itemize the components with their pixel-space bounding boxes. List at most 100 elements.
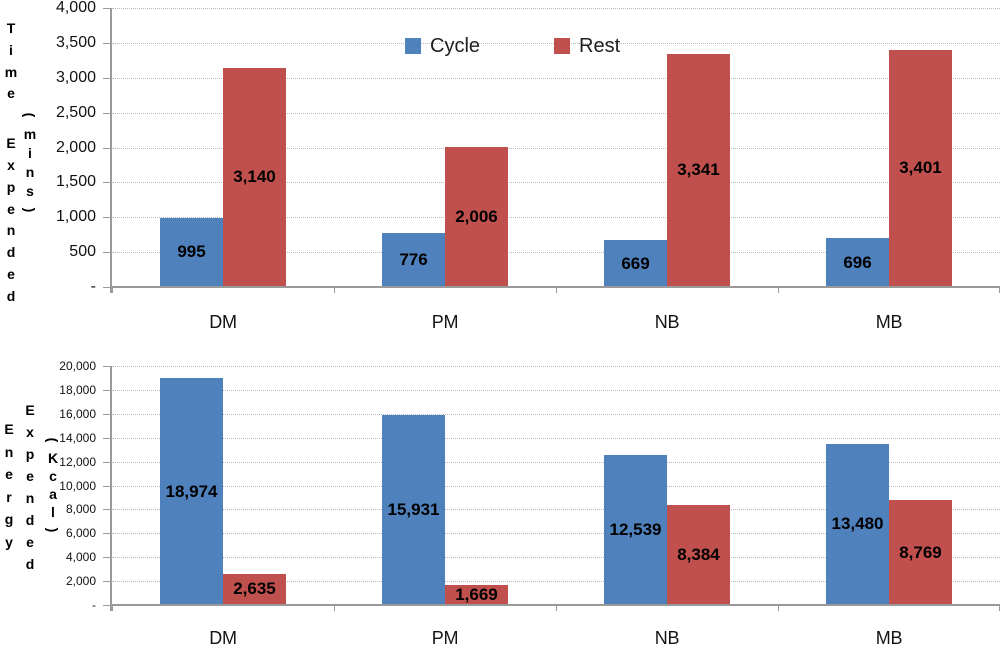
x-axis-tick <box>112 288 113 293</box>
y-axis-title-letter: n <box>25 164 35 180</box>
y-axis-tick-label: 14,000 <box>59 430 96 445</box>
gridline <box>112 533 1000 535</box>
legend-swatch-rest <box>554 38 571 54</box>
bar-rest-PM <box>445 585 508 605</box>
y-axis-title-letter: x <box>26 424 34 440</box>
y-axis-title-letter: n <box>4 443 14 460</box>
y-axis-title-letter: n <box>25 490 35 506</box>
y-axis-line <box>110 366 112 611</box>
y-axis-title-letter: i <box>9 41 13 58</box>
y-axis-tick-label: 4,000 <box>55 0 96 16</box>
y-axis-tick <box>103 147 112 149</box>
bar-rest-NB <box>667 504 730 605</box>
legend-item-rest: Rest <box>554 35 620 58</box>
y-axis-tick-label: - <box>90 278 96 295</box>
y-axis-title-letter: d <box>25 556 35 572</box>
y-axis-tick-label: 6,000 <box>65 526 96 541</box>
y-axis-title-letter: T <box>6 20 16 36</box>
y-axis-tick-label: 4,000 <box>65 550 96 565</box>
gridline <box>112 252 1000 254</box>
x-axis-line <box>112 604 1000 606</box>
legend-swatch-cycle <box>405 38 421 54</box>
bar-value-label: 1,669 <box>455 585 498 605</box>
y-axis-tick <box>103 389 112 391</box>
y-axis-title-letter: d <box>6 244 16 261</box>
y-axis-title-letter: e <box>5 466 13 482</box>
category-label-DM: DM <box>209 312 237 332</box>
y-axis-title-letter: e <box>7 266 15 282</box>
y-axis-title-letter: ) <box>45 527 61 533</box>
y-axis-tick-label: 12,000 <box>59 454 96 469</box>
y-axis-tick <box>103 112 112 114</box>
y-axis-title-letter: g <box>4 511 14 527</box>
y-axis-tick <box>103 252 112 254</box>
category-label-PM: PM <box>431 312 459 332</box>
y-axis-tick-label: 2,500 <box>55 103 96 121</box>
legend-label: Cycle <box>430 34 481 57</box>
gridline <box>112 389 1000 391</box>
y-axis-tick <box>103 485 112 487</box>
y-axis-title-letter: e <box>26 534 34 550</box>
y-axis-tick-label: 500 <box>69 243 96 261</box>
y-axis-tick-label: 2,000 <box>65 574 96 589</box>
y-axis-tick-label: 16,000 <box>59 406 96 421</box>
y-axis-tick <box>103 437 112 439</box>
gridline <box>112 8 1000 9</box>
gridline <box>112 77 1000 79</box>
y-axis-tick-label: 20,000 <box>59 359 96 373</box>
bar-cycle-MB <box>826 443 889 605</box>
gridline <box>112 366 1000 367</box>
y-axis-tick-label: 8,000 <box>65 502 96 517</box>
y-axis-tick <box>103 182 112 184</box>
y-axis-title-letter: m <box>23 126 37 142</box>
y-axis-title-letter: E <box>6 135 16 152</box>
bar-rest-DM <box>223 67 286 287</box>
bar-value-label: 995 <box>177 242 206 262</box>
bar-cycle-DM <box>160 378 223 605</box>
y-axis-line <box>110 8 112 293</box>
y-axis-tick <box>103 42 112 44</box>
x-axis-tick <box>112 606 113 611</box>
bar-value-label: 18,974 <box>165 481 218 501</box>
x-axis-tick <box>778 606 779 611</box>
y-axis-title-letter: s <box>26 183 34 199</box>
gridline <box>112 557 1000 559</box>
y-axis-title-letter: a <box>49 486 57 502</box>
bar-cycle-MB <box>826 238 889 287</box>
gridline <box>112 217 1000 219</box>
x-axis-tick <box>556 606 557 611</box>
y-axis-title-letter: r <box>6 488 12 505</box>
y-axis-tick <box>103 287 112 288</box>
x-axis-tick <box>778 288 779 293</box>
bar-value-label: 12,539 <box>609 520 662 540</box>
y-axis-title-letter: d <box>25 512 35 528</box>
legend-item-cycle: Cycle <box>405 35 480 58</box>
y-axis-tick <box>103 509 112 511</box>
y-axis-tick-label: 10,000 <box>59 478 96 493</box>
x-axis-tick <box>334 606 335 611</box>
y-axis-tick <box>103 77 112 79</box>
y-axis-title-letter: e <box>7 85 15 102</box>
y-axis-tick-label: 2,000 <box>55 138 96 156</box>
y-axis-tick-label: 1,500 <box>55 173 96 191</box>
y-axis-title-letter: l <box>51 504 55 520</box>
bar-cycle-NB <box>604 240 667 287</box>
gridline <box>112 485 1000 487</box>
y-axis-tick <box>103 557 112 559</box>
gridline <box>112 413 1000 415</box>
y-axis-title-letter: n <box>6 222 16 239</box>
y-axis-title-letter: x <box>7 157 15 173</box>
y-axis-title-letter: e <box>7 200 15 217</box>
y-axis-title-letter: E <box>4 421 14 437</box>
gridline <box>112 437 1000 439</box>
y-axis-tick-label: - <box>92 598 96 612</box>
bar-rest-NB <box>667 53 730 287</box>
bar-rest-PM <box>445 147 508 287</box>
bar-value-label: 696 <box>843 252 872 272</box>
y-axis-title-letter: m <box>4 63 18 80</box>
x-axis-line <box>112 286 1000 288</box>
x-axis-tick <box>334 288 335 293</box>
y-axis-title-letter: E <box>25 402 35 418</box>
bar-cycle-DM <box>160 217 223 287</box>
